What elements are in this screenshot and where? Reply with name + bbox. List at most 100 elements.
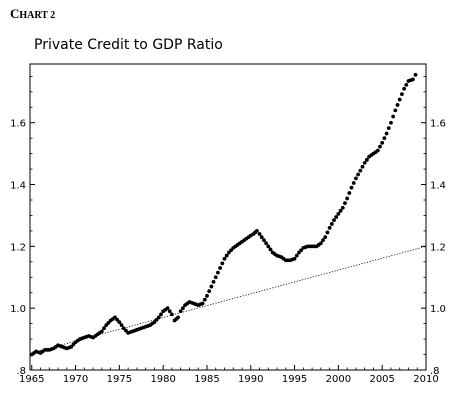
data-point xyxy=(334,215,339,219)
data-point xyxy=(358,168,363,173)
data-point xyxy=(99,329,104,334)
data-point xyxy=(224,253,229,258)
x-tick-label: 2000 xyxy=(326,374,351,385)
data-point xyxy=(207,289,212,294)
data-point xyxy=(170,312,174,317)
data-point xyxy=(351,181,356,185)
y-tick-label-left: .8 xyxy=(16,366,26,377)
data-point xyxy=(211,280,216,284)
x-tick-label: 2010 xyxy=(413,374,438,385)
x-tick-label: 2005 xyxy=(369,374,394,385)
data-point xyxy=(102,326,106,331)
data-point xyxy=(343,201,347,205)
y-tick-label-right: 1.6 xyxy=(430,119,446,130)
data-point xyxy=(209,284,214,289)
data-point xyxy=(178,309,183,314)
data-point xyxy=(391,114,396,119)
data-point xyxy=(318,241,323,246)
data-point xyxy=(378,144,382,149)
x-tick-label: 1975 xyxy=(107,374,132,385)
data-point xyxy=(362,161,367,165)
data-point xyxy=(180,306,185,311)
x-tick-label: 1980 xyxy=(150,374,175,385)
data-point xyxy=(266,244,271,249)
data-point xyxy=(327,225,332,230)
data-point xyxy=(384,131,389,136)
data-point xyxy=(200,301,205,306)
data-point xyxy=(338,208,343,213)
data-point xyxy=(325,230,330,235)
data-point xyxy=(119,323,124,328)
y-tick-label-right: .8 xyxy=(430,366,440,377)
data-point xyxy=(176,315,180,320)
y-tick-label-right: 1.4 xyxy=(430,181,446,192)
x-tick-label: 1985 xyxy=(194,374,219,385)
data-point xyxy=(340,205,345,210)
chart-label-rest: HART 2 xyxy=(19,10,56,21)
data-point xyxy=(413,72,418,77)
y-tick-label-left: 1.0 xyxy=(10,304,26,315)
data-point xyxy=(393,108,398,113)
data-point xyxy=(259,235,264,239)
data-point xyxy=(220,261,225,266)
data-point xyxy=(360,164,365,169)
data-point xyxy=(159,312,163,317)
data-point xyxy=(156,315,161,320)
data-point xyxy=(397,97,402,102)
data-point xyxy=(321,238,325,243)
data-point xyxy=(216,270,220,275)
data-point xyxy=(354,176,358,181)
y-axis-right: .8 1.0 1.2 1.4 1.6 xyxy=(421,75,446,377)
data-point xyxy=(117,320,122,324)
data-point xyxy=(345,196,350,201)
plot-frame xyxy=(29,63,427,371)
y-axis-left: .8 1.0 1.2 1.4 1.6 xyxy=(10,75,35,377)
data-point xyxy=(255,229,259,233)
data-point xyxy=(262,238,266,243)
x-tick-label: 1965 xyxy=(19,374,44,385)
x-tick-label: 1990 xyxy=(238,374,263,385)
data-point xyxy=(410,77,415,82)
chart-title: Private Credit to GDP Ratio xyxy=(34,37,223,53)
data-point xyxy=(404,82,409,87)
data-point xyxy=(264,241,269,246)
data-series xyxy=(29,72,418,357)
data-point xyxy=(329,222,334,226)
data-point xyxy=(202,297,207,302)
data-point xyxy=(364,157,369,162)
y-tick-label-left: 1.6 xyxy=(10,119,26,130)
chart-label-initial: C xyxy=(10,6,20,21)
data-point xyxy=(336,212,341,216)
data-point xyxy=(395,103,400,107)
data-point xyxy=(380,140,385,145)
data-point xyxy=(294,253,299,258)
data-point xyxy=(257,232,262,236)
data-point xyxy=(323,235,328,239)
y-tick-label-right: 1.2 xyxy=(430,242,446,253)
data-point xyxy=(375,148,380,153)
data-point xyxy=(386,126,391,131)
x-axis: 1965 1970 1975 1980 1985 1990 1995 2000 2005 2010 xyxy=(19,365,439,385)
y-tick-label-left: 1.2 xyxy=(10,242,26,253)
x-tick-label: 1970 xyxy=(63,374,88,385)
data-point xyxy=(402,86,406,91)
data-point xyxy=(292,256,297,261)
data-point xyxy=(222,256,227,261)
data-point xyxy=(218,266,223,270)
data-point xyxy=(205,293,209,298)
data-point xyxy=(268,247,273,252)
data-point xyxy=(356,172,361,177)
data-point xyxy=(389,120,393,125)
chart-label: CHART 2 xyxy=(10,6,55,22)
data-point xyxy=(213,275,218,280)
y-tick-label-left: 1.4 xyxy=(10,181,26,192)
data-point xyxy=(165,306,170,311)
data-point xyxy=(347,191,352,195)
data-point xyxy=(349,185,354,190)
data-point xyxy=(400,92,404,97)
x-tick-label: 1995 xyxy=(282,374,307,385)
data-point xyxy=(167,309,172,314)
y-tick-label-right: 1.0 xyxy=(430,304,446,315)
data-point xyxy=(332,218,336,222)
